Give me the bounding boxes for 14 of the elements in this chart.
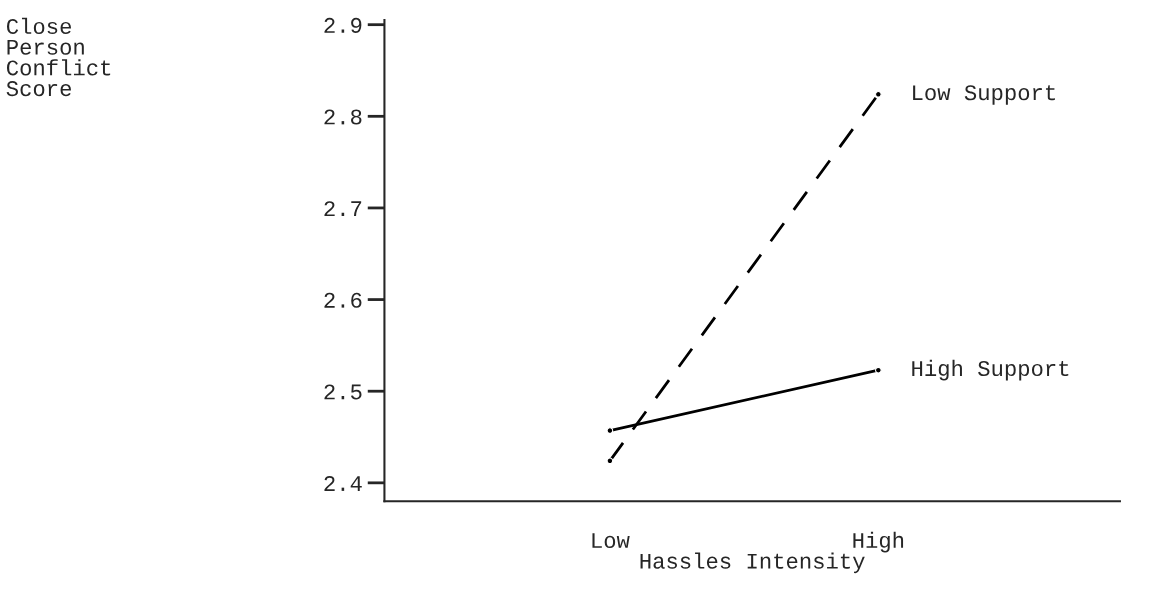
- y-tick-label: 2.4: [324, 476, 362, 491]
- y-tick-label: 2.6: [324, 292, 362, 308]
- y-tick-label: 2.7: [324, 201, 362, 216]
- series-label: Low Support: [913, 85, 1055, 105]
- point: [606, 427, 614, 434]
- x-tick-label: High: [853, 531, 904, 553]
- y-tick-label: 2.9: [324, 17, 362, 33]
- x-axis-title: Hassles Intensity: [640, 552, 865, 574]
- series-label: High Support: [912, 359, 1069, 381]
- x-tick-label: Low: [592, 533, 630, 549]
- text: Close Person Conflict Score: [6, 17, 111, 97]
- y-tick-label: 2.8: [324, 109, 362, 125]
- y-tick-label: 2.5: [324, 384, 362, 400]
- point: [875, 91, 882, 98]
